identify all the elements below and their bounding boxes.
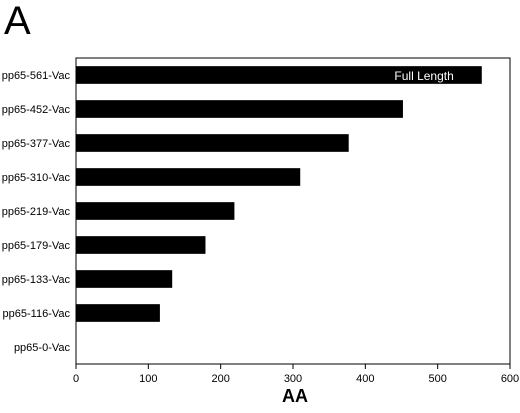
bar: [76, 100, 403, 118]
x-tick-label: 100: [139, 373, 157, 385]
category-label: pp65-452-Vac: [2, 104, 71, 116]
category-label: pp65-561-Vac: [2, 70, 71, 82]
x-tick-label: 200: [211, 373, 229, 385]
bar: [76, 202, 235, 220]
bar: [76, 270, 173, 288]
category-label: pp65-179-Vac: [2, 240, 71, 252]
x-tick-label: 600: [501, 373, 519, 385]
x-axis-label: AA: [282, 386, 308, 406]
category-label: pp65-310-Vac: [2, 172, 71, 184]
x-tick-label: 500: [428, 373, 446, 385]
category-label: pp65-0-Vac: [14, 342, 71, 354]
x-tick-label: 0: [73, 373, 79, 385]
bar: [76, 304, 160, 322]
category-label: pp65-377-Vac: [2, 138, 71, 150]
category-label: pp65-116-Vac: [3, 308, 71, 320]
category-label: pp65-219-Vac: [2, 206, 71, 218]
category-label: pp65-133-Vac: [2, 274, 71, 286]
bar: [76, 66, 482, 84]
x-tick-label: 400: [356, 373, 374, 385]
panel-label: A: [4, 0, 31, 43]
bar: [76, 168, 301, 186]
bar-annotation: Full Length: [394, 69, 453, 83]
x-tick-label: 300: [284, 373, 302, 385]
bar: [76, 134, 349, 152]
bar: [76, 236, 206, 254]
plot-area: pp65-561-Vac Full Length pp65-452-Vac pp65-…: [2, 57, 519, 385]
